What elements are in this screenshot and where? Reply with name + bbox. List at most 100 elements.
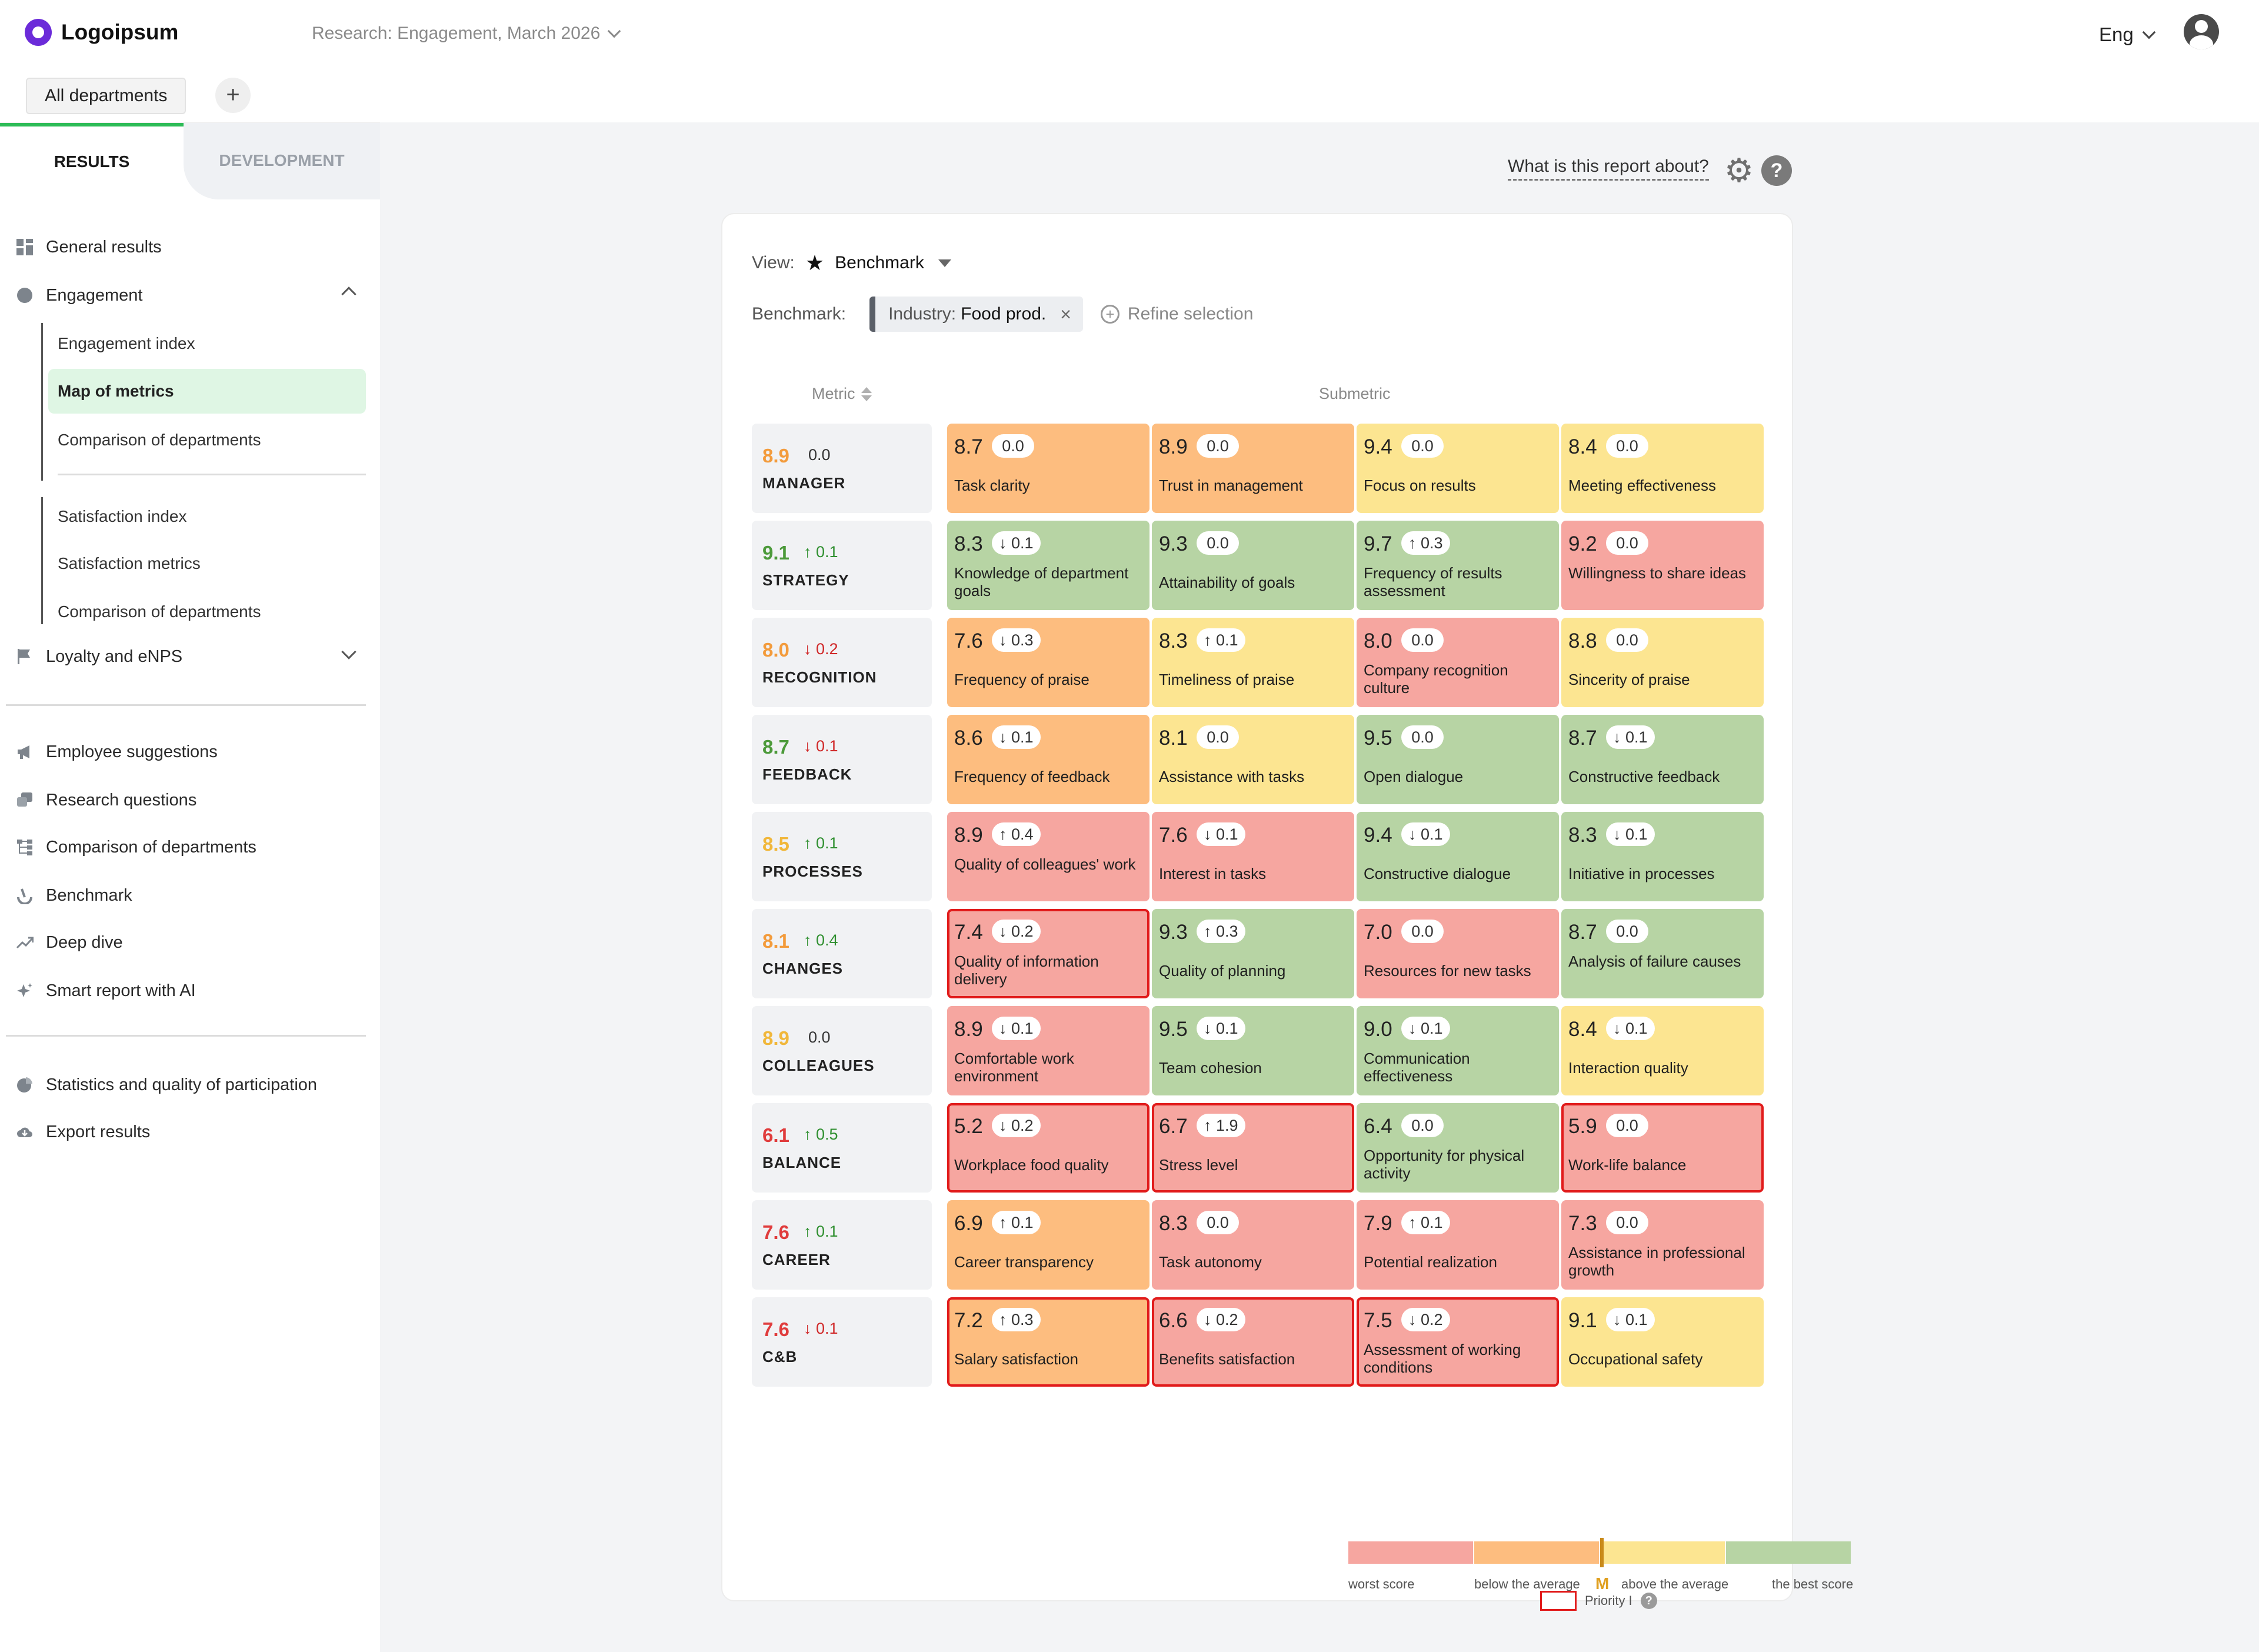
submetric-cell[interactable]: 8.1 0.0 Assistance with tasks xyxy=(1152,715,1354,804)
metric-cell[interactable]: 9.1 ↑ 0.1 STRATEGY xyxy=(752,521,932,610)
department-tab-all[interactable]: All departments xyxy=(26,78,186,114)
submetric-name: Assistance in professional growth xyxy=(1568,1244,1745,1279)
metric-cell[interactable]: 6.1 ↑ 0.5 BALANCE xyxy=(752,1103,932,1193)
submetric-delta: ↑ 0.3 xyxy=(1401,531,1450,555)
metric-cell[interactable]: 7.6 ↑ 0.1 CAREER xyxy=(752,1200,932,1290)
submetric-cell[interactable]: 8.9 ↑ 0.4 Quality of colleagues' work xyxy=(947,812,1150,901)
submetric-cell[interactable]: 9.0 ↓ 0.1 Communication effectiveness xyxy=(1357,1006,1559,1095)
submetric-name: Quality of planning xyxy=(1159,962,1286,980)
submetric-delta: ↓ 0.1 xyxy=(992,725,1041,749)
submetric-cell[interactable]: 8.9 ↓ 0.1 Comfortable work environment xyxy=(947,1006,1150,1095)
submetric-cell[interactable]: 5.2 ↓ 0.2 Workplace food quality xyxy=(947,1103,1150,1193)
submetric-score: 8.0 xyxy=(1364,630,1392,652)
submetric-cell[interactable]: 6.6 ↓ 0.2 Benefits satisfaction xyxy=(1152,1297,1354,1387)
submetric-cell[interactable]: 8.4 0.0 Meeting effectiveness xyxy=(1561,424,1764,513)
help-icon[interactable]: ? xyxy=(1640,1593,1657,1609)
logo[interactable]: Logoipsum xyxy=(25,19,178,46)
submetric-cell[interactable]: 9.4 0.0 Focus on results xyxy=(1357,424,1559,513)
user-avatar-icon[interactable] xyxy=(2184,14,2219,49)
sidebar-item-label: Comparison of departments xyxy=(46,837,256,857)
add-department-button[interactable]: + xyxy=(215,78,251,113)
submetric-cell[interactable]: 6.4 0.0 Opportunity for physical activity xyxy=(1357,1103,1559,1193)
sidebar-item-benchmark[interactable]: Benchmark xyxy=(15,881,132,910)
submetric-name: Occupational safety xyxy=(1568,1350,1703,1368)
metric-score: 7.6 xyxy=(762,1318,789,1340)
close-icon[interactable]: × xyxy=(1060,303,1071,325)
metric-cell[interactable]: 8.7 ↓ 0.1 FEEDBACK xyxy=(752,715,932,804)
submetric-cell[interactable]: 8.8 0.0 Sincerity of praise xyxy=(1561,618,1764,707)
sidebar-subitem-engagement-index[interactable]: Engagement index xyxy=(58,334,195,352)
submetric-cell[interactable]: 8.3 ↑ 0.1 Timeliness of praise xyxy=(1152,618,1354,707)
submetric-cell[interactable]: 8.7 0.0 Analysis of failure causes xyxy=(1561,909,1764,998)
submetric-cell[interactable]: 6.7 ↑ 1.9 Stress level xyxy=(1152,1103,1354,1193)
sidebar-item-research-questions[interactable]: Research questions xyxy=(15,785,196,815)
help-icon[interactable]: ? xyxy=(1761,155,1792,186)
chip-key: Industry: xyxy=(888,304,957,324)
submetric-cell[interactable]: 8.7 ↓ 0.1 Constructive feedback xyxy=(1561,715,1764,804)
submetric-cell[interactable]: 6.9 ↑ 0.1 Career transparency xyxy=(947,1200,1150,1290)
metric-cell[interactable]: 8.9 0.0 COLLEAGUES xyxy=(752,1006,932,1095)
submetric-name: Constructive dialogue xyxy=(1364,865,1511,882)
submetric-cell[interactable]: 7.6 ↓ 0.1 Interest in tasks xyxy=(1152,812,1354,901)
submetric-cell[interactable]: 7.0 0.0 Resources for new tasks xyxy=(1357,909,1559,998)
submetric-cell[interactable]: 9.3 ↑ 0.3 Quality of planning xyxy=(1152,909,1354,998)
submetric-cell[interactable]: 8.3 ↓ 0.1 Initiative in processes xyxy=(1561,812,1764,901)
submetric-cell[interactable]: 8.6 ↓ 0.1 Frequency of feedback xyxy=(947,715,1150,804)
sidebar-subitem-satisfaction-index[interactable]: Satisfaction index xyxy=(58,507,187,525)
sidebar-item-loyalty[interactable]: Loyalty and eNPS xyxy=(15,642,356,671)
submetric-cell[interactable]: 8.7 0.0 Task clarity xyxy=(947,424,1150,513)
view-selector[interactable]: View: ★ Benchmark xyxy=(752,251,951,275)
benchmark-filter-chip[interactable]: Industry: Food prod. × xyxy=(869,297,1083,332)
refine-selection-button[interactable]: + Refine selection xyxy=(1100,304,1253,324)
sidebar-item-smart-report[interactable]: Smart report with AI xyxy=(15,976,196,1005)
language-selector[interactable]: Eng xyxy=(2099,24,2156,46)
about-report-link[interactable]: What is this report about? xyxy=(1508,156,1709,181)
submetric-cell[interactable]: 7.9 ↑ 0.1 Potential realization xyxy=(1357,1200,1559,1290)
sidebar-item-statistics[interactable]: Statistics and quality of participation xyxy=(15,1070,317,1100)
submetric-cell[interactable]: 7.4 ↓ 0.2 Quality of information delivery xyxy=(947,909,1150,998)
column-header-metric[interactable]: Metric xyxy=(812,385,872,403)
metric-cell[interactable]: 8.5 ↑ 0.1 PROCESSES xyxy=(752,812,932,901)
submetric-cell[interactable]: 9.5 ↓ 0.1 Team cohesion xyxy=(1152,1006,1354,1095)
metric-delta: 0.0 xyxy=(808,1028,831,1046)
metric-cell[interactable]: 8.9 0.0 MANAGER xyxy=(752,424,932,513)
gear-icon[interactable]: ⚙ xyxy=(1724,152,1754,189)
submetric-cell[interactable]: 9.2 0.0 Willingness to share ideas xyxy=(1561,521,1764,610)
submetric-name: Task clarity xyxy=(954,477,1030,494)
research-selector[interactable]: Research: Engagement, March 2026 xyxy=(312,24,621,44)
submetric-cell[interactable]: 8.3 ↓ 0.1 Knowledge of department goals xyxy=(947,521,1150,610)
sidebar-subitem-comparison-of-departments[interactable]: Comparison of departments xyxy=(58,431,261,449)
submetric-delta: 0.0 xyxy=(1606,1114,1648,1137)
submetric-cell[interactable]: 7.3 0.0 Assistance in professional growth xyxy=(1561,1200,1764,1290)
submetric-name: Analysis of failure causes xyxy=(1568,952,1741,970)
sidebar-item-deep-dive[interactable]: Deep dive xyxy=(15,928,123,957)
submetric-cell[interactable]: 8.0 0.0 Company recognition culture xyxy=(1357,618,1559,707)
submetric-cell[interactable]: 7.2 ↑ 0.3 Salary satisfaction xyxy=(947,1297,1150,1387)
sidebar-subitem-satisfaction-metrics[interactable]: Satisfaction metrics xyxy=(58,554,201,572)
metric-cell[interactable]: 8.1 ↑ 0.4 CHANGES xyxy=(752,909,932,998)
tab-development[interactable]: DEVELOPMENT xyxy=(184,123,380,199)
submetric-cell[interactable]: 9.4 ↓ 0.1 Constructive dialogue xyxy=(1357,812,1559,901)
submetric-cell[interactable]: 7.6 ↓ 0.3 Frequency of praise xyxy=(947,618,1150,707)
sidebar-item-comparison[interactable]: Comparison of departments xyxy=(15,832,256,862)
submetric-cell[interactable]: 8.3 0.0 Task autonomy xyxy=(1152,1200,1354,1290)
submetric-cell[interactable]: 9.7 ↑ 0.3 Frequency of results assessment xyxy=(1357,521,1559,610)
submetric-cell[interactable]: 8.4 ↓ 0.1 Interaction quality xyxy=(1561,1006,1764,1095)
sidebar-item-general-results[interactable]: General results xyxy=(15,232,162,262)
metric-cell[interactable]: 7.6 ↓ 0.1 C&B xyxy=(752,1297,932,1387)
submetric-cell[interactable]: 8.9 0.0 Trust in management xyxy=(1152,424,1354,513)
submetric-cell[interactable]: 9.5 0.0 Open dialogue xyxy=(1357,715,1559,804)
submetric-cell[interactable]: 5.9 0.0 Work-life balance xyxy=(1561,1103,1764,1193)
submetric-cell[interactable]: 9.1 ↓ 0.1 Occupational safety xyxy=(1561,1297,1764,1387)
submetric-cell[interactable]: 7.5 ↓ 0.2 Assessment of working conditions xyxy=(1357,1297,1559,1387)
metric-cell[interactable]: 8.0 ↓ 0.2 RECOGNITION xyxy=(752,618,932,707)
legend-segment-below xyxy=(1474,1541,1599,1564)
submetric-cell[interactable]: 9.3 0.0 Attainability of goals xyxy=(1152,521,1354,610)
sidebar-item-employee-suggestions[interactable]: Employee suggestions xyxy=(15,737,218,767)
sidebar-subitem-map-of-metrics[interactable]: Map of metrics xyxy=(48,369,366,414)
submetric-delta: ↓ 0.1 xyxy=(1197,822,1245,846)
sidebar-item-export[interactable]: Export results xyxy=(15,1117,150,1147)
sidebar-item-engagement[interactable]: Engagement xyxy=(15,281,356,310)
sidebar-subitem-comparison-of-departments-2[interactable]: Comparison of departments xyxy=(58,602,261,621)
tab-results[interactable]: RESULTS xyxy=(0,123,184,199)
